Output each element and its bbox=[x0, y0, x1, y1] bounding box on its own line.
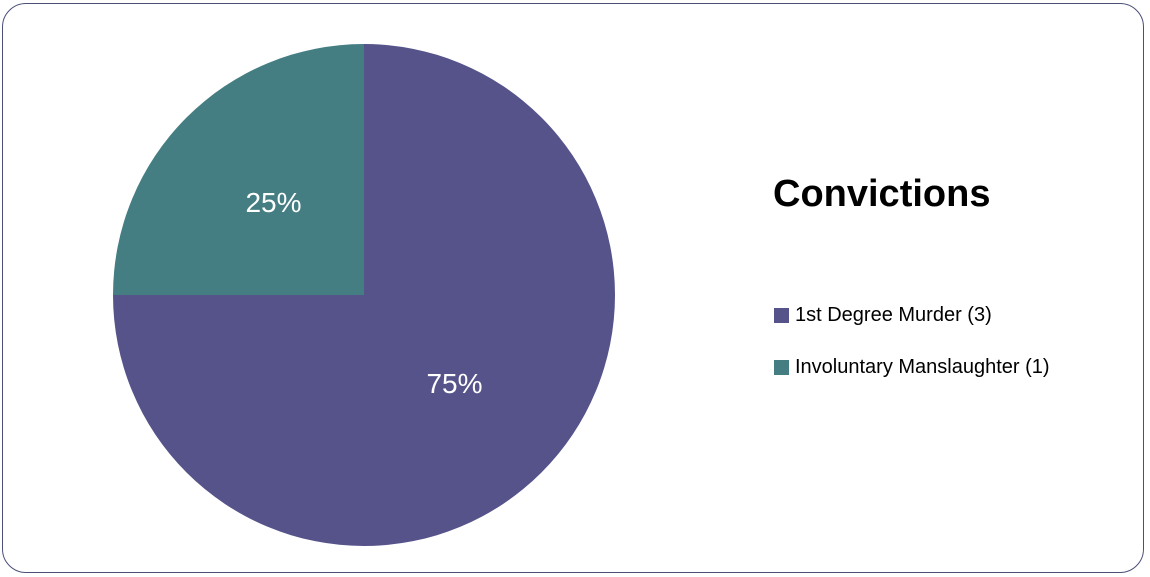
pie-slice-label-0: 75% bbox=[426, 368, 482, 399]
legend-label-involuntary-manslaughter: Involuntary Manslaughter (1) bbox=[795, 355, 1050, 378]
legend-swatch-involuntary-manslaughter bbox=[774, 359, 789, 375]
legend-item-involuntary-manslaughter: Involuntary Manslaughter (1) bbox=[774, 352, 1144, 382]
legend-swatch-1st-degree-murder bbox=[774, 307, 789, 323]
legend-item-1st-degree-murder: 1st Degree Murder (3) bbox=[774, 300, 1144, 330]
legend: 1st Degree Murder (3) Involuntary Mansla… bbox=[774, 300, 1144, 404]
pie-slice-1 bbox=[113, 44, 364, 295]
pie-slice-label-1: 25% bbox=[245, 187, 301, 218]
chart-title: Convictions bbox=[773, 173, 991, 215]
legend-label-1st-degree-murder: 1st Degree Murder (3) bbox=[795, 303, 992, 326]
